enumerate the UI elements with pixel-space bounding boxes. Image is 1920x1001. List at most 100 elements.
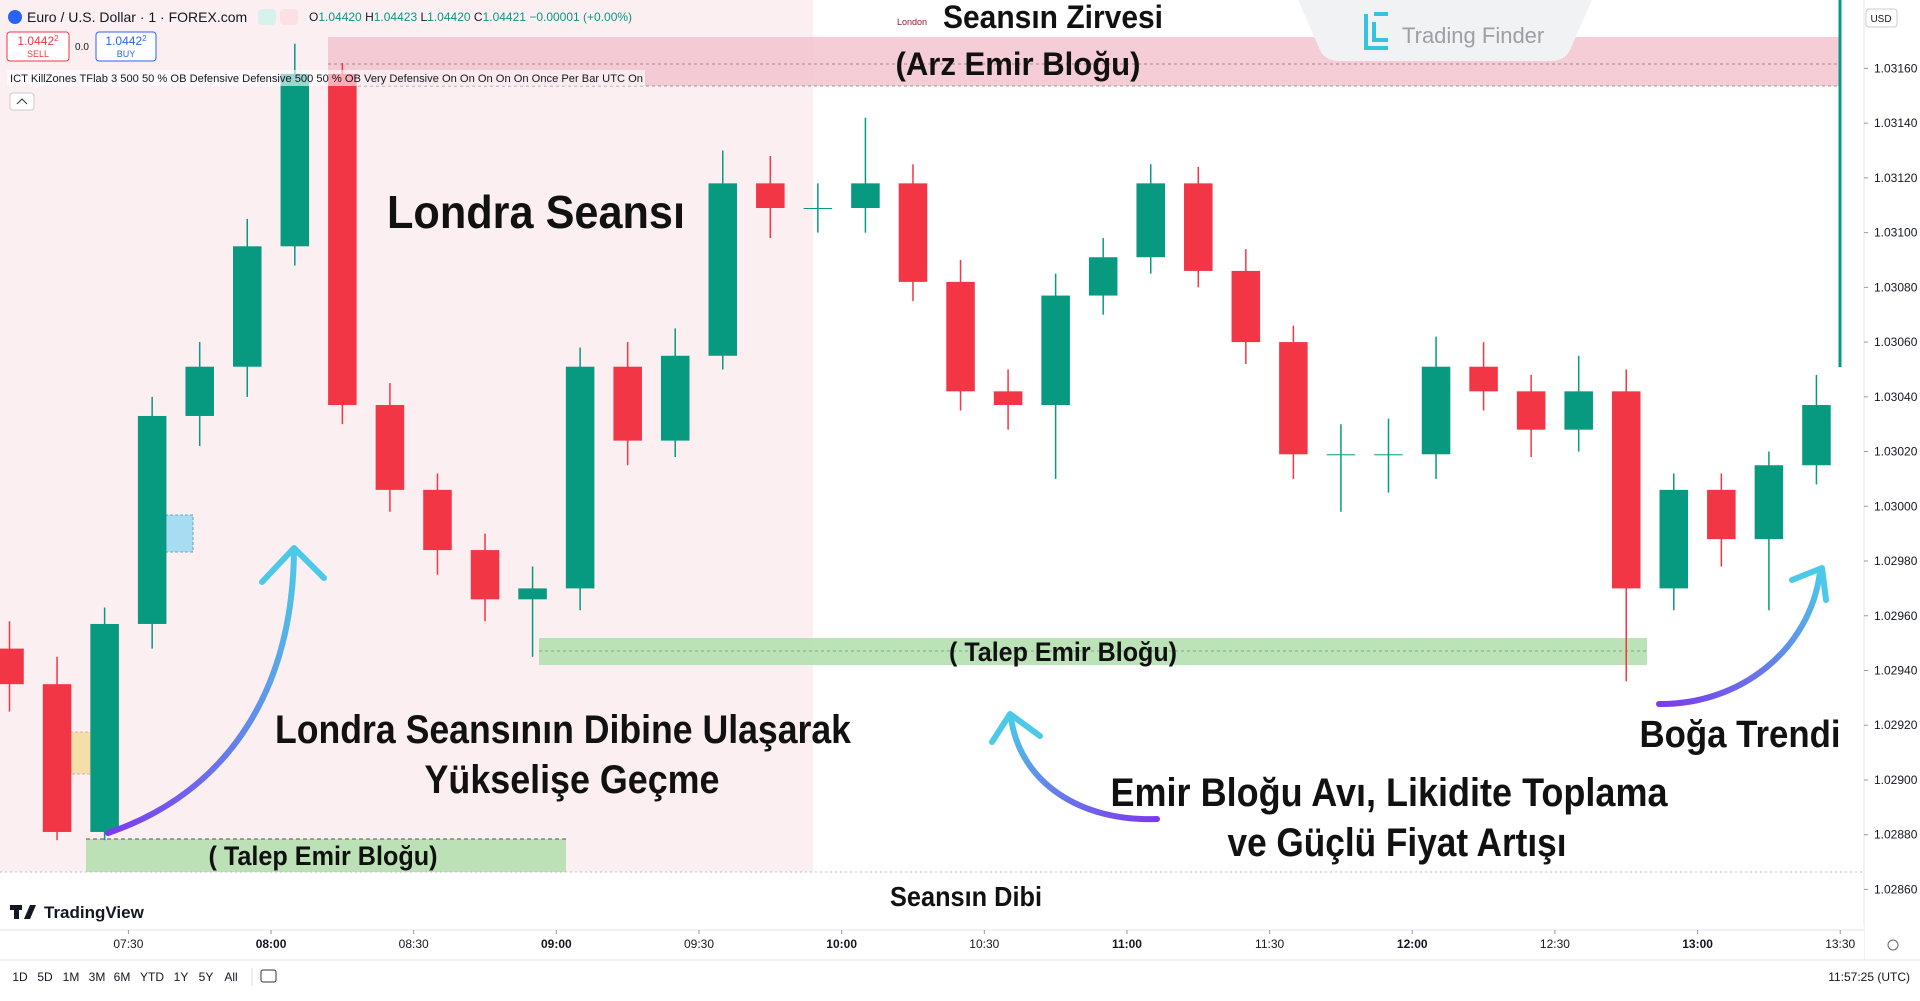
y-tick-label: 1.03040 bbox=[1874, 390, 1918, 404]
candle-body bbox=[185, 366, 214, 416]
candle-body bbox=[1184, 183, 1213, 271]
annotation: Boğa Trendi bbox=[1640, 714, 1841, 756]
range-button[interactable]: 3M bbox=[89, 970, 106, 984]
brand-text: Trading Finder bbox=[1402, 23, 1544, 48]
range-button[interactable]: YTD bbox=[140, 970, 164, 984]
x-tick-label: 13:30 bbox=[1825, 937, 1855, 951]
date-range-icon[interactable] bbox=[260, 969, 277, 983]
range-button[interactable]: 1D bbox=[12, 970, 28, 984]
candle-body bbox=[756, 183, 785, 208]
brand-icon bbox=[1364, 12, 1388, 50]
range-button[interactable]: 5Y bbox=[199, 970, 214, 984]
logo-part bbox=[24, 905, 36, 919]
sell-button[interactable] bbox=[6, 31, 70, 62]
sell-price: 1.04422 bbox=[17, 34, 59, 48]
y-tick-label: 1.02960 bbox=[1874, 609, 1918, 623]
y-tick-label: 1.03000 bbox=[1874, 499, 1918, 513]
y-tick-label: 1.02880 bbox=[1874, 828, 1918, 842]
symbol[interactable]: Euro / U.S. Dollar · 1 · FOREX.com bbox=[27, 9, 247, 25]
indicator-legend[interactable]: ICT KillZones TFlab 3 500 50 % OB Defens… bbox=[10, 73, 643, 85]
price: 1.0442 bbox=[17, 34, 54, 48]
range-button[interactable]: 5D bbox=[37, 970, 53, 984]
x-tick-label: 12:30 bbox=[1540, 937, 1570, 951]
x-tick-label: 09:30 bbox=[684, 937, 714, 951]
demand-zone bbox=[86, 839, 566, 872]
x-tick-label: 10:30 bbox=[969, 937, 999, 951]
candle-body bbox=[423, 489, 452, 551]
session-tag: London bbox=[897, 17, 927, 27]
x-tick-label: 10:00 bbox=[826, 937, 857, 951]
candle-body bbox=[898, 183, 928, 282]
y-tick-label: 1.03140 bbox=[1874, 116, 1918, 130]
brand-badge bbox=[1298, 0, 1592, 61]
range-button[interactable]: 1M bbox=[63, 970, 80, 984]
x-tick-label: 08:00 bbox=[256, 937, 287, 951]
candle-body bbox=[708, 183, 738, 356]
candle-body bbox=[1469, 366, 1498, 392]
buy-label: BUY bbox=[117, 49, 136, 59]
pip: 2 bbox=[54, 34, 59, 43]
y-tick-label: 1.02940 bbox=[1874, 663, 1918, 677]
chevron bbox=[16, 98, 28, 105]
candle-body bbox=[1326, 454, 1356, 456]
y-tick-label: 1.03060 bbox=[1874, 335, 1918, 349]
y-tick-label: 1.02980 bbox=[1874, 554, 1918, 568]
y-tick-label: 1.02920 bbox=[1874, 718, 1918, 732]
annotation: ( Talep Emir Bloğu) bbox=[949, 637, 1177, 667]
arrows bbox=[105, 545, 1829, 836]
annotation: ( Talep Emir Bloğu) bbox=[209, 841, 438, 871]
candle-body bbox=[1611, 391, 1641, 589]
y-tick-label: 1.03020 bbox=[1874, 445, 1918, 459]
candle-body bbox=[803, 207, 833, 209]
buy-price: 1.04422 bbox=[105, 34, 147, 48]
candles bbox=[0, 43, 1831, 841]
candle-body bbox=[851, 183, 880, 208]
symbol-icon bbox=[8, 10, 22, 24]
badge bbox=[280, 9, 298, 25]
ohlc-part: 1.04420 bbox=[427, 10, 471, 24]
arrowhead bbox=[1789, 565, 1829, 603]
tv-logo bbox=[10, 905, 36, 919]
x-tick-label: 11:30 bbox=[1255, 937, 1284, 951]
candle-body bbox=[470, 550, 500, 600]
ohlc-part: 1.04421 bbox=[483, 10, 527, 24]
candle-body bbox=[42, 684, 72, 832]
price-axis bbox=[1864, 0, 1920, 960]
candle-body bbox=[1707, 489, 1736, 540]
y-tick-label: 1.03120 bbox=[1874, 171, 1918, 185]
y-tick-label: 1.02900 bbox=[1874, 773, 1918, 787]
settings-icon[interactable] bbox=[1887, 939, 1899, 951]
x-tick-label: 12:00 bbox=[1397, 937, 1428, 951]
annotation: Seansın Dibi bbox=[890, 881, 1042, 912]
annotation: (Arz Emir Bloğu) bbox=[896, 46, 1141, 82]
arrow bbox=[1656, 569, 1823, 708]
x-tick-label: 07:30 bbox=[113, 937, 143, 951]
annotation: Emir Bloğu Avı, Likidite Toplama bbox=[1111, 771, 1669, 815]
collapse-button[interactable] bbox=[9, 92, 35, 111]
ohlc-part: 1.04420 bbox=[318, 10, 362, 24]
annotation: ve Güçlü Fiyat Artışı bbox=[1228, 821, 1567, 865]
candle-body bbox=[1136, 183, 1165, 258]
y-tick-label: 1.03160 bbox=[1874, 61, 1918, 75]
annotation: Londra Seansının Dibine Ulaşarak bbox=[275, 708, 852, 752]
badge bbox=[258, 9, 276, 25]
range-button[interactable]: All bbox=[224, 970, 237, 984]
ohlc-part: H bbox=[365, 10, 374, 24]
pip: 2 bbox=[142, 34, 147, 43]
candle-body bbox=[1516, 391, 1546, 430]
arrowhead bbox=[259, 545, 327, 585]
range-button[interactable]: 6M bbox=[114, 970, 131, 984]
candle-body bbox=[1231, 270, 1261, 343]
range-bar: 1D 5D 1M 3M 6M YTD 1Y 5Y All bbox=[12, 970, 237, 984]
candle-body bbox=[1088, 257, 1118, 296]
candle-body bbox=[375, 405, 405, 490]
range-button[interactable]: 1Y bbox=[174, 970, 189, 984]
x-tick-label: 08:30 bbox=[399, 937, 429, 951]
candle-body bbox=[613, 366, 642, 441]
price: 1.0442 bbox=[105, 34, 142, 48]
currency: USD bbox=[1870, 14, 1891, 25]
buy-button[interactable] bbox=[95, 31, 157, 62]
candle-body bbox=[90, 623, 119, 832]
currency-button[interactable] bbox=[1865, 8, 1898, 28]
